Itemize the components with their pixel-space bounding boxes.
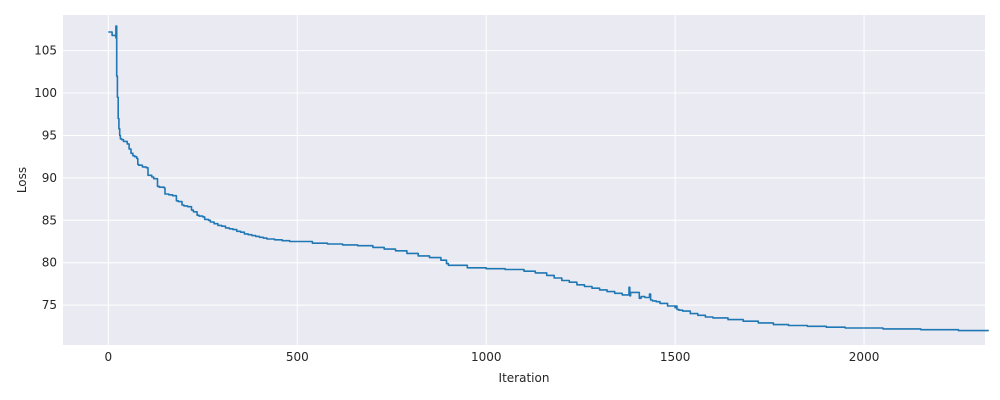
x-tick-label: 1000 <box>471 350 502 364</box>
y-tick-label: 95 <box>42 128 57 142</box>
y-axis-label: Loss <box>15 167 29 193</box>
x-tick-label: 2000 <box>849 350 880 364</box>
y-tick-label: 105 <box>34 44 57 58</box>
x-tick-labels: 0 500 1000 1500 2000 <box>105 350 880 364</box>
x-axis-label: Iteration <box>499 371 550 385</box>
loss-series-line <box>108 25 989 332</box>
y-tick-label: 80 <box>42 256 57 270</box>
y-tick-label: 90 <box>42 171 57 185</box>
y-tick-label: 85 <box>42 213 57 227</box>
plot-area <box>63 15 985 345</box>
y-tick-label: 100 <box>34 86 57 100</box>
x-tick-label: 500 <box>286 350 309 364</box>
grid-lines <box>63 15 985 345</box>
x-tick-label: 1500 <box>660 350 691 364</box>
x-tick-label: 0 <box>105 350 113 364</box>
y-tick-labels: 75 80 85 90 95 100 105 <box>34 44 57 312</box>
y-tick-label: 75 <box>42 298 57 312</box>
